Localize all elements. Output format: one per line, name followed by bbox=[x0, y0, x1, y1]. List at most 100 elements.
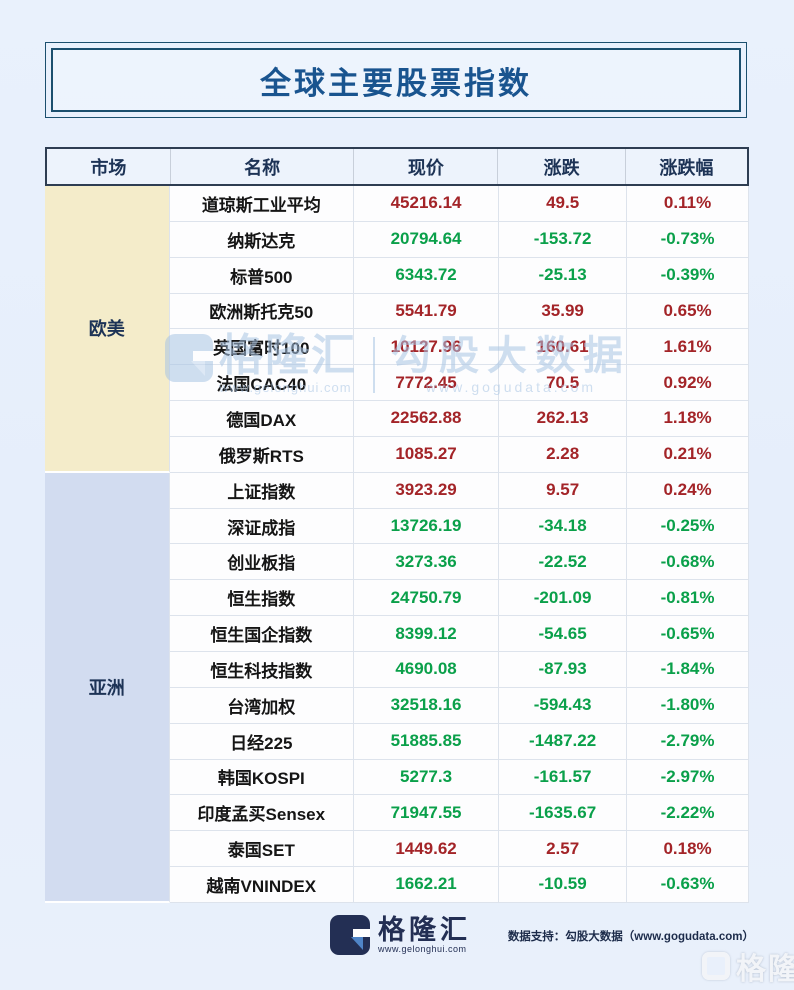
index-name-cell: 道琼斯工业平均 bbox=[169, 186, 355, 222]
change-pct-cell: -0.65% bbox=[627, 616, 749, 652]
price-cell: 5541.79 bbox=[354, 293, 500, 330]
index-name-cell: 英国富时100 bbox=[169, 329, 355, 366]
change-cell: -54.65 bbox=[499, 616, 628, 652]
index-name-cell: 越南VNINDEX bbox=[169, 867, 355, 903]
footer-brand-url: www.gelonghui.com bbox=[378, 944, 467, 954]
change-cell: 262.13 bbox=[499, 401, 628, 437]
change-pct-cell: -2.22% bbox=[627, 795, 749, 832]
page-title: 全球主要股票指数 bbox=[260, 65, 532, 101]
index-name-cell: 深证成指 bbox=[169, 508, 355, 545]
price-cell: 71947.55 bbox=[354, 795, 500, 832]
market-group-cell-1: 亚洲 bbox=[45, 472, 170, 903]
price-cell: 13726.19 bbox=[354, 508, 500, 545]
change-pct-cell: 1.61% bbox=[627, 329, 749, 366]
index-name-cell: 恒生国企指数 bbox=[169, 616, 355, 652]
price-cell: 51885.85 bbox=[354, 723, 500, 760]
gelonghui-logo-outline-icon bbox=[702, 952, 730, 980]
change-cell: 70.5 bbox=[499, 365, 628, 402]
change-pct-cell: 0.65% bbox=[627, 293, 749, 330]
change-cell: 2.28 bbox=[499, 436, 628, 473]
footer-logo: 格隆汇 www.gelonghui.com bbox=[330, 915, 471, 955]
index-name-cell: 创业板指 bbox=[169, 544, 355, 581]
index-name-cell: 欧洲斯托克50 bbox=[169, 293, 355, 330]
change-pct-cell: -1.80% bbox=[627, 687, 749, 724]
column-header-0: 市场 bbox=[47, 149, 171, 184]
index-name-cell: 恒生指数 bbox=[169, 580, 355, 617]
change-pct-cell: -1.84% bbox=[627, 651, 749, 688]
price-cell: 45216.14 bbox=[354, 186, 500, 222]
table-header-row: 市场 名称 现价 涨跌 涨跌幅 bbox=[45, 147, 749, 186]
gelonghui-logo-icon bbox=[330, 915, 370, 955]
change-pct-cell: -0.39% bbox=[627, 257, 749, 294]
change-pct-cell: 0.92% bbox=[627, 365, 749, 402]
change-pct-cell: -0.73% bbox=[627, 221, 749, 258]
price-cell: 6343.72 bbox=[354, 257, 500, 294]
corner-watermark-text: 格隆汇 bbox=[736, 953, 794, 986]
price-cell: 20794.64 bbox=[354, 221, 500, 258]
title-box: 全球主要股票指数 bbox=[45, 42, 747, 118]
price-cell: 1662.21 bbox=[354, 867, 500, 903]
change-pct-cell: 0.18% bbox=[627, 831, 749, 868]
change-pct-cell: 0.21% bbox=[627, 436, 749, 473]
change-cell: -87.93 bbox=[499, 651, 628, 688]
index-name-cell: 韩国KOSPI bbox=[169, 759, 355, 796]
change-cell: 35.99 bbox=[499, 293, 628, 330]
price-cell: 1085.27 bbox=[354, 436, 500, 473]
price-cell: 32518.16 bbox=[354, 687, 500, 724]
change-pct-cell: 1.18% bbox=[627, 401, 749, 437]
column-header-2: 现价 bbox=[354, 149, 499, 184]
table-body: 欧美 道琼斯工业平均 45216.14 49.5 0.11% 纳斯达克 20794.64 -1… bbox=[45, 186, 749, 903]
index-name-cell: 纳斯达克 bbox=[169, 221, 355, 258]
index-name-cell: 恒生科技指数 bbox=[169, 651, 355, 688]
footer-data-support-text: 数据支持：勾股大数据（www.gogudata.com） bbox=[507, 931, 754, 943]
change-cell: -1635.67 bbox=[499, 795, 628, 832]
change-cell: -25.13 bbox=[499, 257, 628, 294]
column-header-3: 涨跌 bbox=[498, 149, 626, 184]
index-name-cell: 标普500 bbox=[169, 257, 355, 294]
market-group-cell-0: 欧美 bbox=[45, 186, 170, 473]
column-header-1: 名称 bbox=[171, 149, 355, 184]
footer-brand-text: 格隆汇 bbox=[378, 915, 471, 945]
price-cell: 1449.62 bbox=[354, 831, 500, 868]
index-name-cell: 印度孟买Sensex bbox=[169, 795, 355, 832]
change-cell: -1487.22 bbox=[499, 723, 628, 760]
change-pct-cell: 0.24% bbox=[627, 472, 749, 509]
change-cell: 160.61 bbox=[499, 329, 628, 366]
change-cell: -594.43 bbox=[499, 687, 628, 724]
title-inner-frame: 全球主要股票指数 bbox=[51, 48, 741, 112]
index-name-cell: 德国DAX bbox=[169, 401, 355, 437]
change-pct-cell: -0.25% bbox=[627, 508, 749, 545]
price-cell: 5277.3 bbox=[354, 759, 500, 796]
price-cell: 3273.36 bbox=[354, 544, 500, 581]
price-cell: 7772.45 bbox=[354, 365, 500, 402]
change-cell: -22.52 bbox=[499, 544, 628, 581]
change-pct-cell: 0.11% bbox=[627, 186, 749, 222]
change-pct-cell: -2.97% bbox=[627, 759, 749, 796]
change-pct-cell: -2.79% bbox=[627, 723, 749, 760]
price-cell: 22562.88 bbox=[354, 401, 500, 437]
index-name-cell: 俄罗斯RTS bbox=[169, 436, 355, 473]
column-header-4: 涨跌幅 bbox=[659, 157, 714, 178]
change-cell: -34.18 bbox=[499, 508, 628, 545]
change-pct-cell: -0.81% bbox=[627, 580, 749, 617]
price-cell: 3923.29 bbox=[354, 472, 500, 509]
change-cell: 9.57 bbox=[499, 472, 628, 509]
price-cell: 8399.12 bbox=[354, 616, 500, 652]
index-name-cell: 台湾加权 bbox=[169, 687, 355, 724]
index-name-cell: 法国CAC40 bbox=[169, 365, 355, 402]
change-cell: -10.59 bbox=[499, 867, 628, 903]
change-pct-cell: -0.68% bbox=[627, 544, 749, 581]
index-name-cell: 泰国SET bbox=[169, 831, 355, 868]
change-cell: -161.57 bbox=[499, 759, 628, 796]
corner-watermark: 格隆汇 bbox=[702, 944, 794, 988]
index-name-cell: 日经225 bbox=[169, 723, 355, 760]
change-pct-cell: -0.63% bbox=[627, 867, 749, 903]
index-name-cell: 上证指数 bbox=[169, 472, 355, 509]
change-cell: -153.72 bbox=[499, 221, 628, 258]
change-cell: 2.57 bbox=[499, 831, 628, 868]
price-cell: 24750.79 bbox=[354, 580, 500, 617]
price-cell: 4690.08 bbox=[354, 651, 500, 688]
change-cell: 49.5 bbox=[499, 186, 628, 222]
price-cell: 10127.96 bbox=[354, 329, 500, 366]
change-cell: -201.09 bbox=[499, 580, 628, 617]
